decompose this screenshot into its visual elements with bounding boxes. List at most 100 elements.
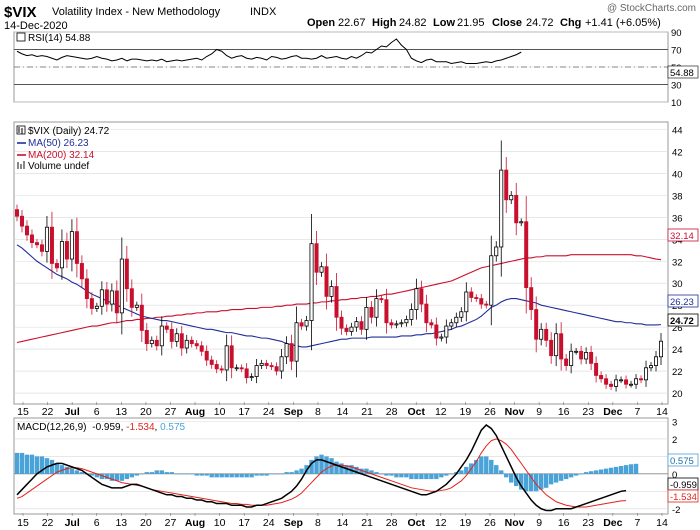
macd-hist-bar xyxy=(259,473,264,476)
candle-body-down xyxy=(204,350,209,361)
price-tick-label: 38 xyxy=(672,191,683,202)
chart-header: $VIX Volatility Index - New Methodology … xyxy=(4,3,696,32)
candle-body-down xyxy=(24,225,29,236)
chg-value: +1.41 (+6.05%) xyxy=(585,17,661,29)
legend-volume: Volume undef xyxy=(17,161,89,172)
candle-body-down xyxy=(514,194,519,224)
candle-body-up xyxy=(399,322,404,325)
date-tick-label: 19 xyxy=(460,406,472,418)
close-tag-value: 24.72 xyxy=(670,316,694,327)
candle-body-up xyxy=(584,351,589,360)
candle xyxy=(514,183,519,236)
date-tick-label: Nov xyxy=(505,517,525,529)
macd-hist-bar xyxy=(618,466,624,474)
date-tick-label: Nov xyxy=(505,406,525,418)
candle xyxy=(404,315,409,327)
date-tick-label: 24 xyxy=(263,406,275,418)
date-tick-label: 17 xyxy=(238,517,250,529)
date-tick-label: 9 xyxy=(536,517,542,529)
ma50-tag-value: 26.23 xyxy=(670,297,694,308)
candle-body-down xyxy=(389,322,394,326)
candle xyxy=(24,220,29,241)
date-tick-label: Oct xyxy=(407,517,425,529)
candle xyxy=(144,323,149,351)
macd-hist-bar xyxy=(224,473,229,478)
macd-label-prefix: MACD(12,26,9) xyxy=(17,422,86,433)
candle xyxy=(659,332,664,365)
macd-hist-bar xyxy=(464,466,469,474)
candle-body-down xyxy=(529,287,534,310)
macd-hist-bar xyxy=(204,473,209,476)
candle-body-down xyxy=(379,298,384,301)
candle-body-up xyxy=(59,241,64,269)
candle xyxy=(519,218,524,227)
date-tick-label: 14 xyxy=(337,517,349,529)
security-name: Volatility Index - New Methodology xyxy=(52,6,221,18)
macd-tick-label: 0 xyxy=(672,470,677,481)
macd-panel: 3210-1-2 MACD(12,26,9) -0.959, -1.534, 0… xyxy=(13,417,699,516)
date-tick-label: 23 xyxy=(582,517,594,529)
candle-body-down xyxy=(104,289,109,305)
candle xyxy=(149,336,154,348)
legend-vix: $VIX (Daily) 24.72 xyxy=(16,125,110,137)
candle xyxy=(274,362,279,376)
candle-body-down xyxy=(594,362,599,376)
candle xyxy=(304,315,309,331)
price-tick-label: 20 xyxy=(672,389,683,400)
candle-body-down xyxy=(359,321,364,330)
ma200-plot xyxy=(16,254,662,344)
ma50-line xyxy=(16,244,662,348)
macd-hist-bar xyxy=(234,473,239,478)
candle-body-down xyxy=(214,364,219,370)
candle-body-up xyxy=(249,376,254,379)
candle xyxy=(254,358,259,384)
candle-body-up xyxy=(574,350,579,353)
macd-hist-bar xyxy=(289,472,294,474)
candle-body-up xyxy=(569,350,574,366)
macd-legend: MACD(12,26,9) -0.959, -1.534, 0.575 xyxy=(17,422,186,433)
candle-body-up xyxy=(444,325,449,338)
price-tick-label: 36 xyxy=(672,213,683,224)
macd-hist-bar xyxy=(294,470,299,474)
date-tick-label: 24 xyxy=(263,517,275,529)
macd-hist-bar xyxy=(344,465,349,474)
macd-hist-bar xyxy=(239,473,244,478)
candle-body-up xyxy=(539,328,544,340)
candle xyxy=(479,293,484,309)
ma50-tag: 26.23 xyxy=(667,294,699,308)
price-tick-label: 30 xyxy=(672,279,683,290)
candle-body-down xyxy=(609,383,614,387)
candle-body-up xyxy=(259,362,264,366)
candle-body-down xyxy=(124,258,129,290)
candle xyxy=(99,281,104,315)
candle-body-up xyxy=(394,323,399,326)
candle-body-up xyxy=(174,333,179,342)
candle-body-down xyxy=(299,322,304,327)
candle-body-down xyxy=(474,297,479,299)
macd-hist-bar xyxy=(184,473,189,475)
macd-hist-bar xyxy=(14,452,20,474)
macd-hist-bar xyxy=(104,473,110,480)
candle-body-down xyxy=(154,339,159,347)
macd-hist-bar xyxy=(29,454,35,474)
candle-body-down xyxy=(559,333,564,360)
date-tick-label: 20 xyxy=(140,517,152,529)
candle xyxy=(39,239,44,257)
candle xyxy=(549,332,554,364)
candle xyxy=(339,310,344,335)
candle-body-down xyxy=(19,215,24,227)
macd-hist-bar xyxy=(99,473,105,480)
rsi-tick-label: 70 xyxy=(671,46,682,57)
candle-body-down xyxy=(469,291,474,298)
macd-hist-bar xyxy=(349,465,354,474)
candle xyxy=(654,350,659,372)
candle xyxy=(494,241,499,262)
macd-hist-bar xyxy=(319,454,324,474)
candle-body-up xyxy=(554,333,559,357)
macd-hist-bar xyxy=(369,470,374,474)
candle-body-down xyxy=(219,368,224,371)
candle xyxy=(69,219,74,272)
candle-body-down xyxy=(324,266,329,297)
candle-body-up xyxy=(414,288,419,310)
macd-hist-bar xyxy=(548,473,554,485)
